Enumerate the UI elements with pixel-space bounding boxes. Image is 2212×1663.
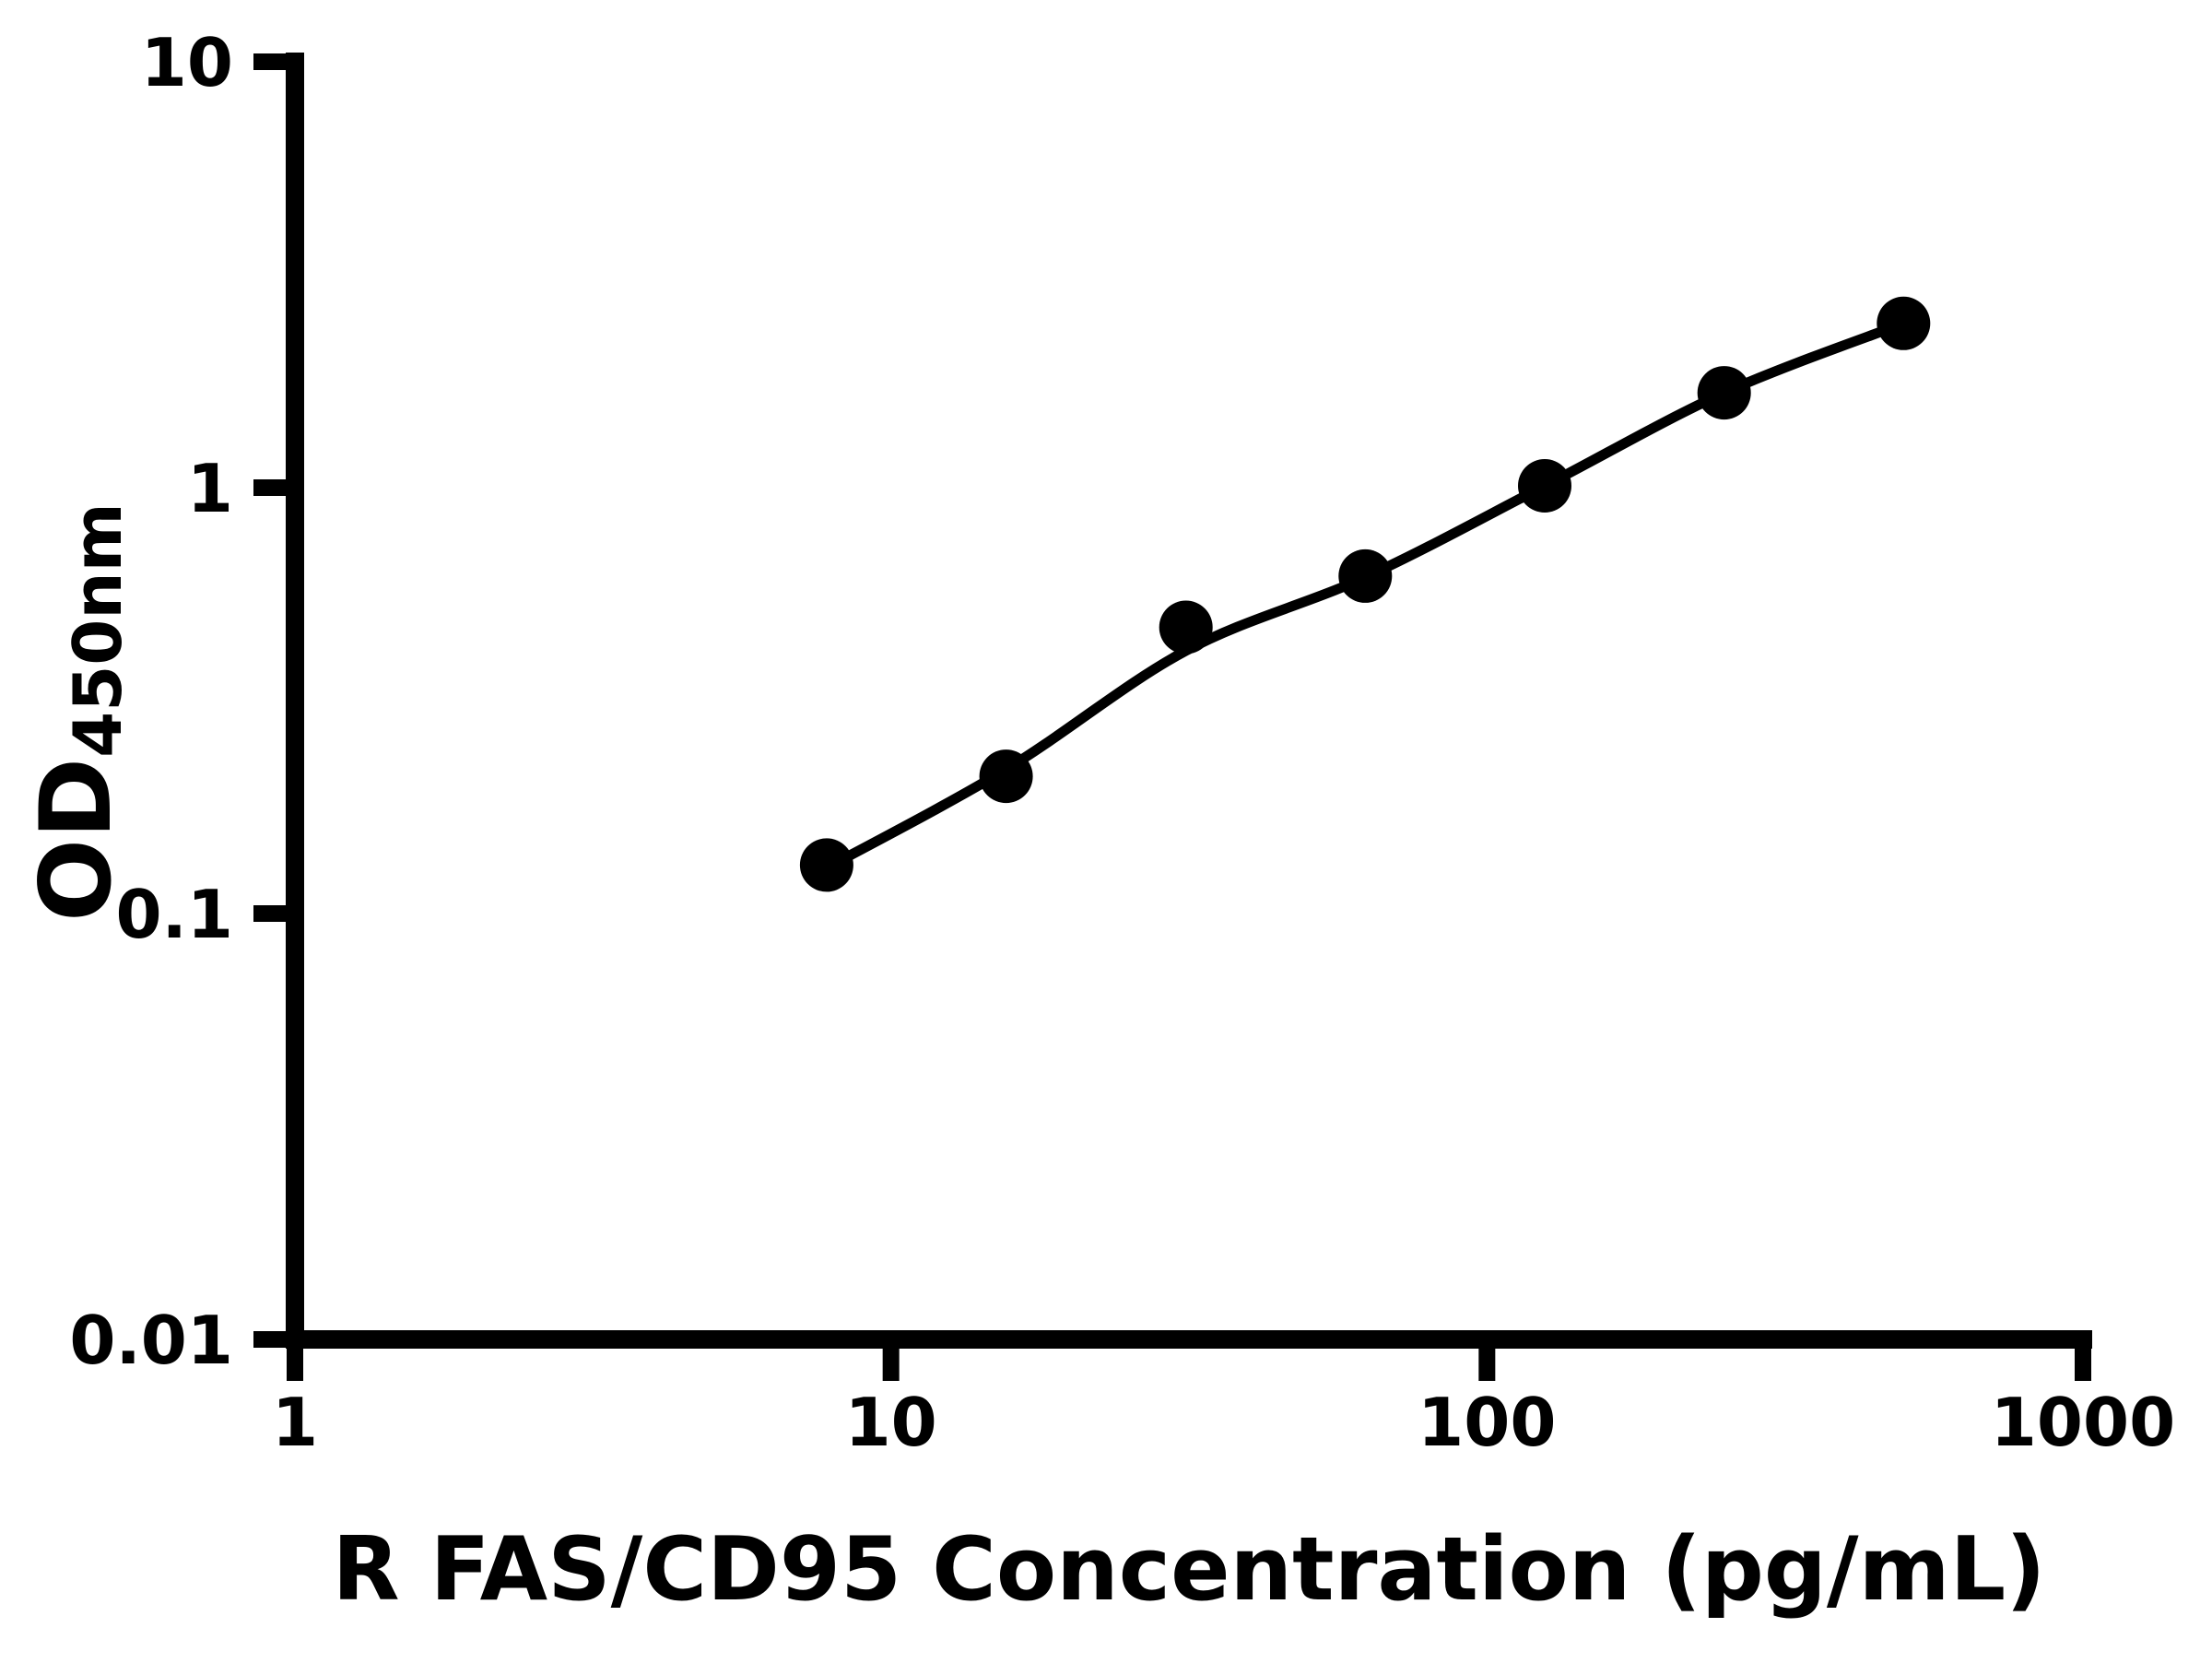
x-tick-label: 100 <box>1418 1384 1556 1461</box>
x-tick-label: 1 <box>272 1384 318 1461</box>
y-tick-label: 1 <box>187 450 233 527</box>
y-axis-title-subscript: 450nm <box>59 502 136 758</box>
data-point-marker <box>1518 459 1571 513</box>
y-tick-label: 0.1 <box>115 876 233 953</box>
y-tick-labels: 10 1 0.1 0.01 <box>69 24 233 1379</box>
axis-ticks <box>253 53 2091 1381</box>
data-points <box>799 296 1931 892</box>
y-axis-title: OD450nm <box>19 502 136 922</box>
data-point-marker <box>1338 548 1393 603</box>
x-axis-title: R FAS/CD95 Concentration (pg/mL) <box>332 1519 2045 1621</box>
x-tick-label: 10 <box>845 1384 937 1461</box>
x-tick-label: 1000 <box>1991 1384 2175 1461</box>
y-tick-label: 0.01 <box>69 1302 233 1379</box>
data-point-marker <box>1697 366 1751 420</box>
data-point-marker <box>979 749 1033 804</box>
y-axis-title-main: OD <box>19 758 133 922</box>
y-tick-label: 10 <box>141 24 233 101</box>
x-tick-labels: 1 10 100 1000 <box>272 1384 2175 1461</box>
data-point-marker <box>1159 600 1213 655</box>
data-point-marker <box>1877 296 1931 350</box>
axis-spines <box>286 53 2092 1349</box>
data-point-marker <box>799 838 853 892</box>
